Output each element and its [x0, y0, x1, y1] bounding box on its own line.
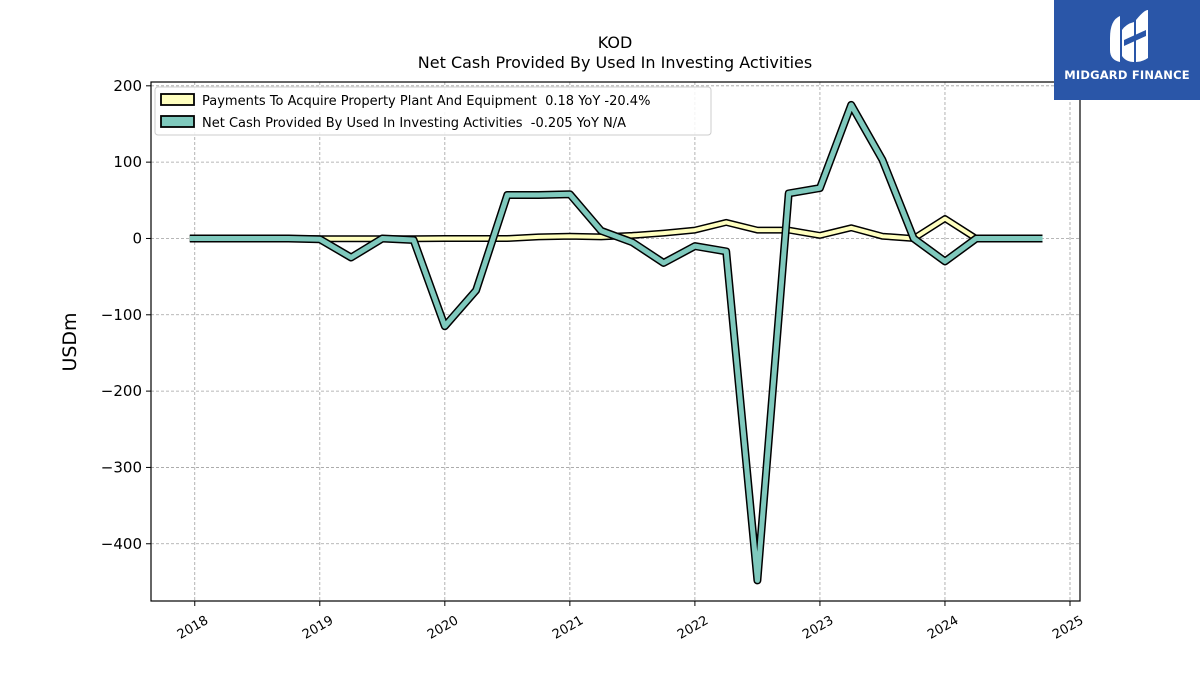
series-outline-1	[189, 100, 1043, 585]
chart-title: KOD	[598, 33, 633, 52]
logo-text: MIDGARD FINANCE	[1064, 68, 1190, 82]
logo-mark-icon	[1110, 10, 1148, 62]
x-tick-label: 2022	[675, 613, 711, 643]
legend-swatch-capex	[160, 93, 195, 106]
chart-subtitle: Net Cash Provided By Used In Investing A…	[418, 53, 812, 72]
y-tick-label: −100	[101, 306, 142, 324]
y-tick-label: −300	[101, 458, 142, 476]
x-tick-label: 2024	[925, 613, 961, 643]
y-tick-label: 0	[132, 229, 142, 247]
legend-swatch-investing	[160, 115, 195, 128]
x-axis: 2018 2019 2020 2021 2022 2023 2024 2025	[175, 601, 1086, 643]
y-tick-label: 200	[113, 77, 142, 95]
legend-box	[154, 86, 712, 136]
x-tick-label: 2020	[425, 613, 461, 643]
legend-label-capex: Payments To Acquire Property Plant And E…	[202, 94, 650, 109]
x-tick-label: 2023	[800, 613, 836, 643]
legend-label-investing: Net Cash Provided By Used In Investing A…	[202, 116, 626, 131]
midgard-finance-logo: MIDGARD FINANCE	[1054, 0, 1200, 100]
y-tick-label: −400	[101, 535, 142, 553]
series-line-1	[189, 102, 1043, 583]
x-tick-label: 2018	[175, 613, 211, 643]
series-layer	[189, 100, 1043, 585]
y-tick-label: 100	[113, 153, 142, 171]
legend: Payments To Acquire Property Plant And E…	[154, 86, 712, 136]
y-axis: 200 100 0 −100 −200 −300 −400	[101, 77, 151, 553]
grid-lines	[151, 82, 1080, 601]
x-tick-label: 2025	[1050, 613, 1086, 643]
y-axis-label: USDm	[59, 312, 81, 371]
plot-frame	[150, 81, 1081, 602]
x-tick-label: 2019	[300, 613, 336, 643]
x-tick-label: 2021	[550, 613, 586, 643]
y-tick-label: −200	[101, 382, 142, 400]
